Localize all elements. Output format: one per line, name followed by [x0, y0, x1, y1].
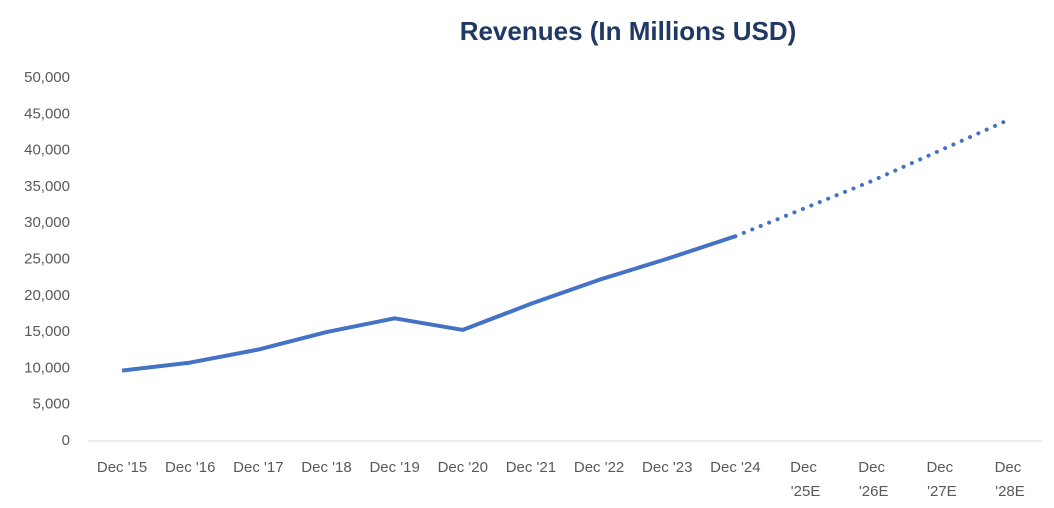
chart-title: Revenues (In Millions USD)	[460, 16, 797, 46]
y-tick-label: 45,000	[24, 105, 70, 122]
y-tick-label: 50,000	[24, 69, 70, 86]
y-tick-label: 40,000	[24, 142, 70, 159]
x-tick-label: Dec '16	[165, 459, 215, 476]
y-tick-label: 15,000	[24, 323, 70, 340]
y-tick-label: 30,000	[24, 214, 70, 231]
x-tick-label: Dec '25E	[787, 459, 821, 500]
x-tick-label: Dec '22	[574, 459, 624, 476]
y-tick-label: 10,000	[24, 359, 70, 376]
line-series	[733, 118, 1010, 239]
x-tick-label: Dec '20	[438, 459, 488, 476]
line-series	[121, 234, 736, 373]
x-tick-label: Dec '27E	[923, 459, 957, 500]
x-tick-label: Dec '24	[710, 459, 760, 476]
y-tick-label: 5,000	[32, 396, 70, 413]
x-tick-label: Dec '23	[642, 459, 692, 476]
x-tick-label: Dec '17	[233, 459, 283, 476]
y-tick-label: 25,000	[24, 250, 70, 267]
y-tick-label: 20,000	[24, 287, 70, 304]
x-tick-label: Dec '21	[506, 459, 556, 476]
y-tick-label: 35,000	[24, 178, 70, 195]
y-tick-label: 0	[62, 432, 70, 449]
x-tick-label: Dec '28E	[991, 459, 1025, 500]
x-tick-label: Dec '26E	[855, 459, 889, 500]
x-tick-label: Dec '15	[97, 459, 147, 476]
x-tick-label: Dec '18	[301, 459, 351, 476]
x-tick-label: Dec '19	[369, 459, 419, 476]
